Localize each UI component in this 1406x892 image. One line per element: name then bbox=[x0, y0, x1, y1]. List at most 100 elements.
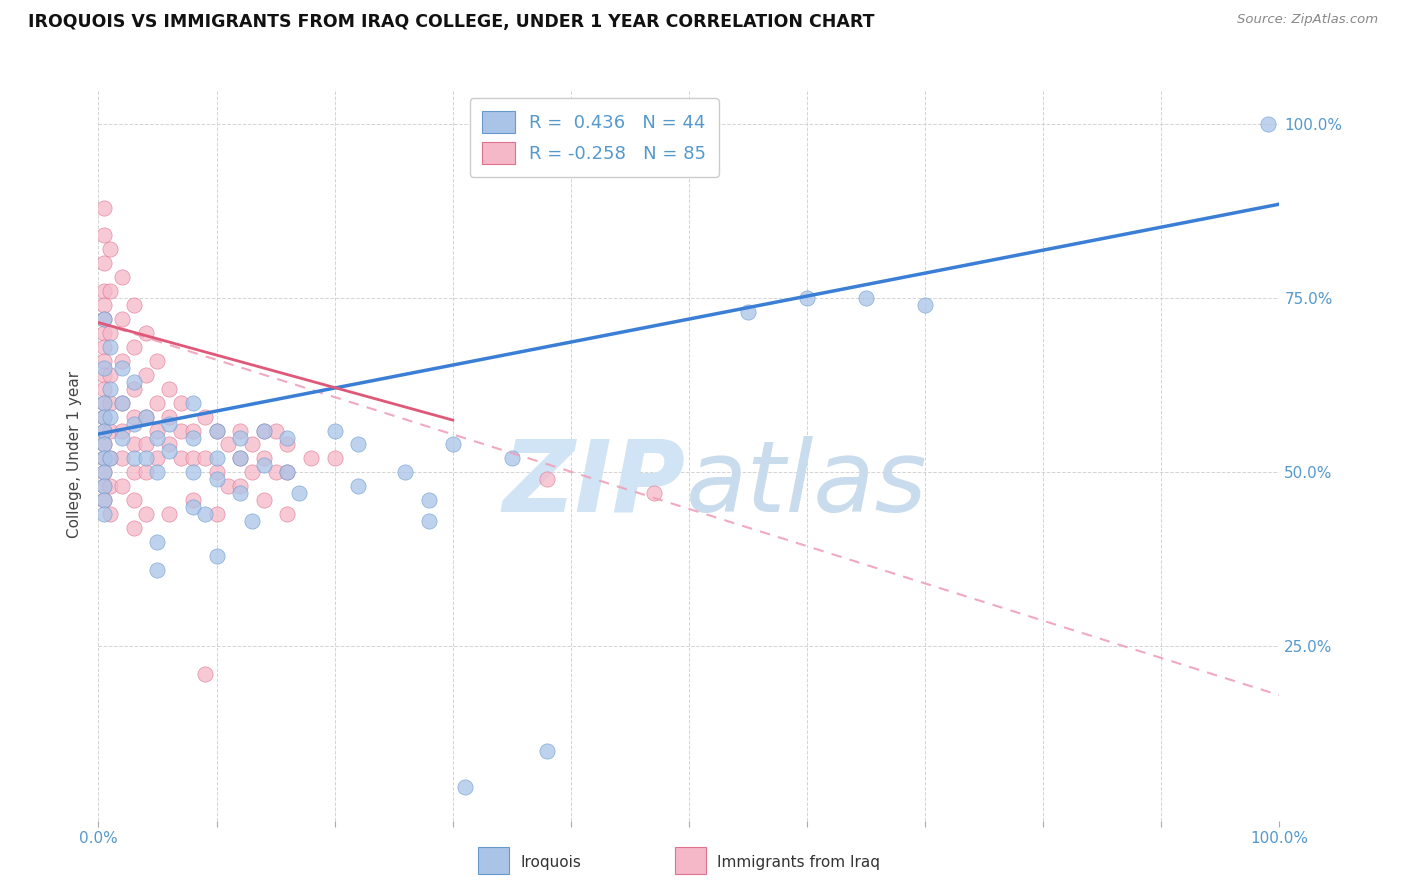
Point bbox=[536, 744, 558, 758]
Point bbox=[157, 437, 180, 451]
Point bbox=[181, 493, 204, 508]
Point bbox=[93, 298, 115, 312]
Point bbox=[229, 486, 252, 500]
Point bbox=[135, 451, 157, 466]
Point bbox=[157, 417, 180, 431]
Point bbox=[93, 493, 115, 508]
Point bbox=[855, 291, 877, 305]
Point bbox=[93, 466, 115, 480]
Point bbox=[98, 243, 121, 257]
Y-axis label: College, Under 1 year: College, Under 1 year bbox=[67, 371, 83, 539]
Point bbox=[157, 382, 180, 396]
Point bbox=[205, 507, 228, 521]
Point bbox=[240, 514, 263, 528]
Point bbox=[93, 493, 115, 508]
Point bbox=[135, 409, 157, 424]
Point bbox=[737, 305, 759, 319]
Point bbox=[98, 424, 121, 438]
Point bbox=[93, 424, 115, 438]
Point bbox=[264, 424, 287, 438]
Point bbox=[181, 451, 204, 466]
Point bbox=[111, 354, 134, 368]
Point bbox=[122, 382, 145, 396]
Point bbox=[194, 409, 217, 424]
Point bbox=[98, 326, 121, 340]
Point bbox=[217, 479, 239, 493]
Point bbox=[796, 291, 818, 305]
Point bbox=[111, 395, 134, 409]
Point bbox=[93, 451, 115, 466]
Point bbox=[93, 368, 115, 382]
Point bbox=[98, 479, 121, 493]
Point bbox=[146, 354, 169, 368]
Point bbox=[146, 563, 169, 577]
Text: ZIP: ZIP bbox=[503, 435, 686, 533]
Point bbox=[146, 451, 169, 466]
Point bbox=[157, 507, 180, 521]
Point bbox=[170, 451, 193, 466]
Point bbox=[122, 340, 145, 354]
Point bbox=[253, 493, 276, 508]
Point bbox=[122, 417, 145, 431]
Point bbox=[135, 507, 157, 521]
Point bbox=[418, 493, 440, 508]
Point bbox=[347, 479, 370, 493]
Point bbox=[122, 466, 145, 480]
Point bbox=[93, 409, 115, 424]
Text: Iroquois: Iroquois bbox=[520, 855, 581, 870]
Point bbox=[441, 437, 464, 451]
Point bbox=[170, 424, 193, 438]
Point bbox=[157, 409, 180, 424]
Point bbox=[217, 437, 239, 451]
Point bbox=[229, 451, 252, 466]
Point bbox=[111, 395, 134, 409]
Point bbox=[93, 507, 115, 521]
Point bbox=[135, 466, 157, 480]
Point bbox=[122, 493, 145, 508]
Point bbox=[93, 326, 115, 340]
Point bbox=[93, 312, 115, 326]
Point bbox=[93, 424, 115, 438]
Point bbox=[205, 466, 228, 480]
Point bbox=[93, 228, 115, 243]
Point bbox=[93, 382, 115, 396]
Legend: R =  0.436   N = 44, R = -0.258   N = 85: R = 0.436 N = 44, R = -0.258 N = 85 bbox=[470, 98, 718, 177]
Point bbox=[418, 514, 440, 528]
Point bbox=[170, 395, 193, 409]
Point bbox=[111, 451, 134, 466]
Point bbox=[253, 424, 276, 438]
Point bbox=[323, 451, 346, 466]
Point bbox=[146, 430, 169, 444]
Point bbox=[229, 430, 252, 444]
Point bbox=[93, 409, 115, 424]
Point bbox=[240, 466, 263, 480]
Point bbox=[93, 256, 115, 270]
Point bbox=[276, 430, 298, 444]
Point bbox=[194, 451, 217, 466]
Point bbox=[93, 395, 115, 409]
Point bbox=[93, 354, 115, 368]
Point bbox=[253, 458, 276, 473]
Point bbox=[93, 284, 115, 298]
Text: Immigrants from Iraq: Immigrants from Iraq bbox=[717, 855, 880, 870]
Point bbox=[501, 451, 523, 466]
Point bbox=[98, 284, 121, 298]
Point bbox=[135, 326, 157, 340]
Point bbox=[299, 451, 322, 466]
Point bbox=[98, 451, 121, 466]
Point bbox=[253, 424, 276, 438]
Point bbox=[194, 667, 217, 681]
Point bbox=[111, 360, 134, 375]
Point bbox=[111, 424, 134, 438]
Point bbox=[253, 451, 276, 466]
Point bbox=[122, 521, 145, 535]
Point bbox=[93, 201, 115, 215]
Point bbox=[229, 479, 252, 493]
Point bbox=[205, 451, 228, 466]
Point bbox=[240, 437, 263, 451]
Point bbox=[93, 360, 115, 375]
Point bbox=[98, 368, 121, 382]
Point bbox=[229, 424, 252, 438]
Point bbox=[98, 395, 121, 409]
Point bbox=[93, 466, 115, 480]
